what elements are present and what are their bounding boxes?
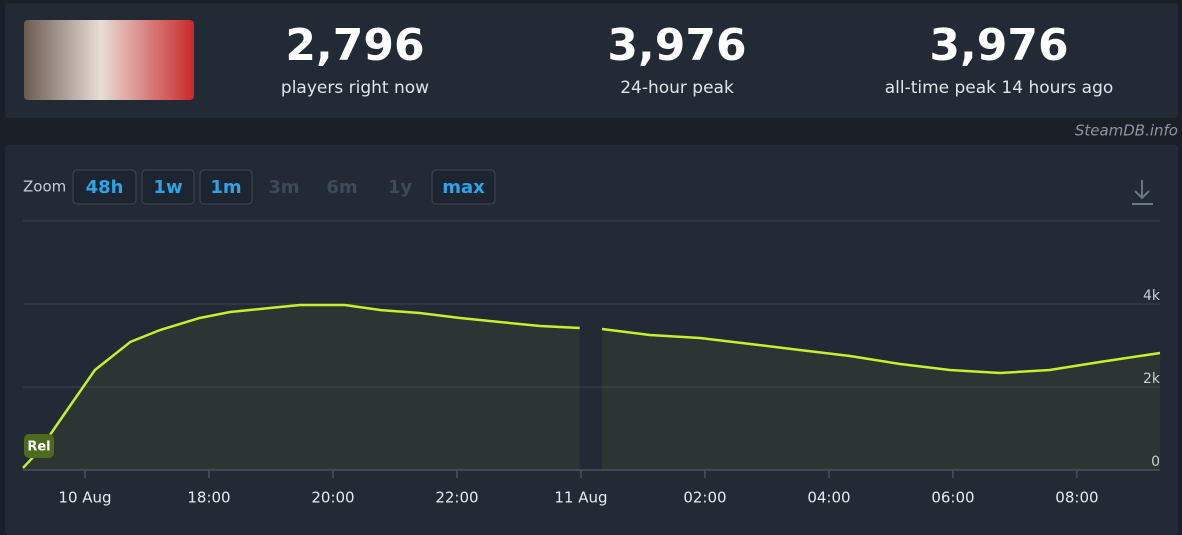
button-label: 1y xyxy=(388,177,413,198)
x-tick-label: 10 Aug xyxy=(58,489,111,507)
x-tick-label: 08:00 xyxy=(1055,489,1098,507)
annotation-text: Rel xyxy=(27,440,50,455)
stats-panel xyxy=(5,3,1178,118)
button-label: 48h xyxy=(86,177,124,198)
zoom-button: 1y xyxy=(388,177,413,198)
x-tick-label: 18:00 xyxy=(187,489,230,507)
stat-label: all-time peak 14 hours ago xyxy=(885,78,1114,98)
zoom-button[interactable]: 48h xyxy=(72,169,137,205)
series-line xyxy=(22,303,580,469)
area-fill xyxy=(602,328,1160,470)
button-label: 6m xyxy=(326,177,357,198)
button-label: 1w xyxy=(153,177,182,198)
watermark: SteamDB.info xyxy=(1075,122,1178,140)
y-tick-label: 0 xyxy=(1151,454,1160,470)
x-tick-label: 20:00 xyxy=(311,489,354,507)
plot: 0 2k 4k 10 Aug 18:00 20:00 22:00 11 Aug 02:00 04:… xyxy=(22,288,1161,507)
zoom-button[interactable]: 1w xyxy=(141,169,195,205)
y-tick-label: 2k xyxy=(1143,371,1161,387)
button-label: max xyxy=(442,177,485,198)
x-tick-label: 22:00 xyxy=(435,489,478,507)
stat-label: players right now xyxy=(281,78,429,98)
button-label: 1m xyxy=(210,177,241,198)
annotation: Rel xyxy=(24,434,54,458)
stat-value: 2,796 xyxy=(285,20,424,71)
zoom-button: 3m xyxy=(268,177,299,198)
y-tick-label: 4k xyxy=(1143,288,1161,304)
x-tick-label: 06:00 xyxy=(931,489,974,507)
game-thumbnail[interactable] xyxy=(24,20,194,100)
zoom-label: Zoom xyxy=(23,178,66,196)
button-label: 3m xyxy=(268,177,299,198)
zoom-button[interactable]: max xyxy=(431,169,496,205)
stat-label: 24-hour peak xyxy=(620,78,734,98)
zoom-button[interactable]: 1m xyxy=(199,169,253,205)
x-tick-label: 11 Aug xyxy=(554,489,607,507)
area-fill xyxy=(23,304,580,470)
annotation-badge xyxy=(24,434,54,458)
series-line xyxy=(601,327,1161,375)
download-icon[interactable] xyxy=(1132,180,1153,205)
stat-value: 3,976 xyxy=(929,20,1068,71)
button-frame xyxy=(72,169,137,205)
stat-value: 3,976 xyxy=(607,20,746,71)
x-tick-label: 02:00 xyxy=(683,489,726,507)
zoom-button: 6m xyxy=(326,177,357,198)
button-frame xyxy=(431,169,496,205)
chart-panel xyxy=(5,145,1178,535)
button-frame xyxy=(199,169,253,205)
button-frame xyxy=(141,169,195,205)
x-tick-label: 04:00 xyxy=(807,489,850,507)
